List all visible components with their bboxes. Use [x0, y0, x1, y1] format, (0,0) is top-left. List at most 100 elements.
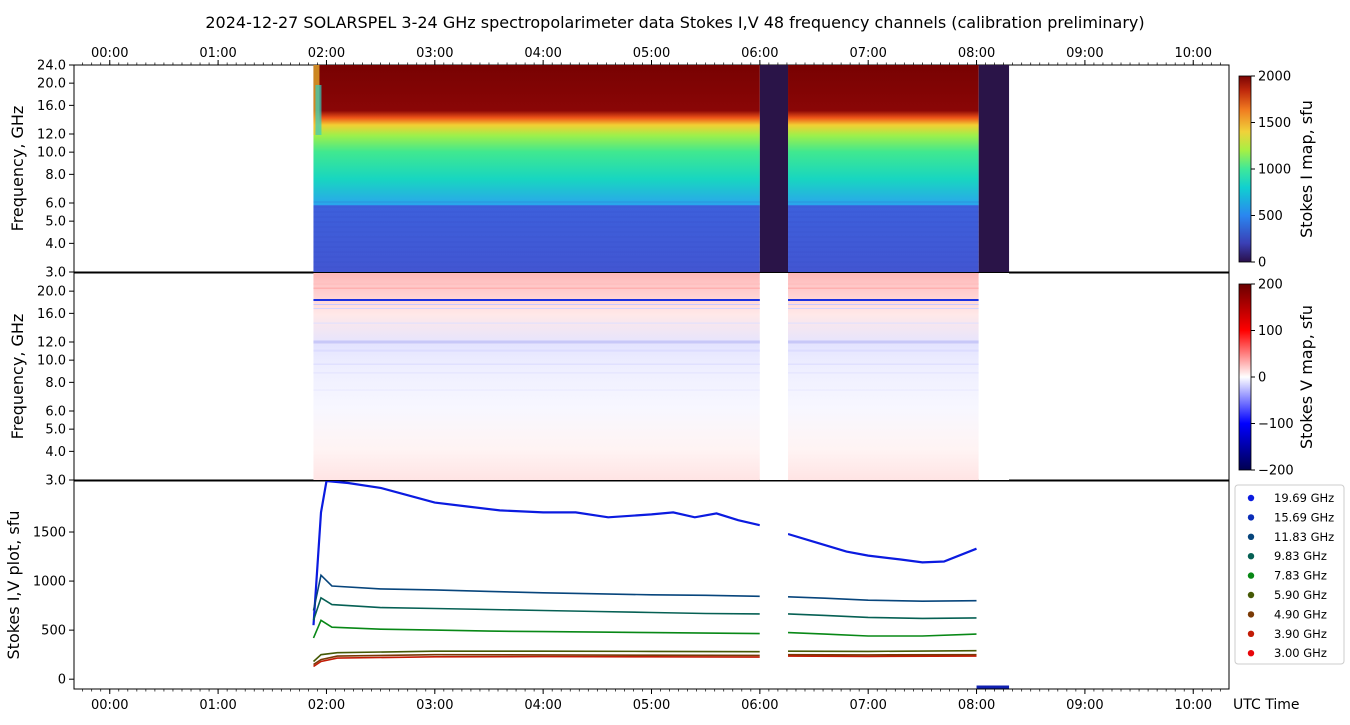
freq-tick-label: 8.0 [45, 168, 66, 183]
legend-entry: 5.90 GHz [1274, 588, 1327, 602]
freq-tick-label: 10.0 [37, 146, 66, 161]
stokes-i-gap-2 [978, 65, 1010, 272]
bottom-time-tick-label: 07:00 [849, 698, 886, 713]
bottom-time-tick-label: 01:00 [199, 698, 236, 713]
stokes-v-gap-1 [759, 273, 789, 480]
chart-title: 2024-12-27 SOLARSPEL 3-24 GHz spectropol… [205, 13, 1144, 32]
legend-entry: 11.83 GHz [1274, 530, 1334, 544]
legend: 19.69 GHz 15.69 GHz 11.83 GHz 9.83 GHz 7.83 … [1234, 484, 1345, 665]
colorbar-tick-label: 0 [1258, 256, 1266, 271]
legend-marker [1247, 630, 1255, 637]
freq-tick-label: 5.0 [45, 423, 66, 438]
y-axis-label: Frequency, GHz [8, 314, 27, 440]
colorbar-label: Stokes I map, sfu [1297, 100, 1316, 238]
top-time-tick-label: 02:00 [308, 46, 345, 61]
colorbar-stokes-v [1238, 283, 1252, 471]
series-line-1969 [312, 481, 977, 626]
legend-entry: 15.69 GHz [1274, 510, 1334, 524]
stokes-v-segment-1 [313, 273, 760, 480]
freq-tick-label: 12.0 [37, 336, 66, 351]
top-time-tick-label: 10:00 [1175, 46, 1212, 61]
freq-tick-label: 4.0 [45, 445, 66, 460]
series-line-490 [313, 653, 977, 666]
stokes-iv-plot [312, 481, 1010, 689]
colorbar-tick-label: 2000 [1258, 70, 1291, 85]
panel-frame-3 [73, 480, 1230, 690]
colorbar-tick-label: −200 [1258, 464, 1294, 479]
stokes-y-tick-label: 1500 [33, 526, 66, 541]
stokes-plot-gap [759, 501, 789, 679]
series-line-390 [313, 655, 977, 668]
colorbar-tick-label: 1000 [1258, 163, 1291, 178]
series-line-783 [312, 619, 977, 639]
freq-tick-label: 3.0 [45, 266, 66, 281]
stokes-y-tick-label: 1000 [33, 575, 66, 590]
legend-marker [1247, 533, 1255, 540]
stokes-y-tick-label: 0 [58, 673, 66, 688]
bottom-time-tick-label: 05:00 [633, 698, 670, 713]
colorbar-tick-label: 100 [1258, 324, 1283, 339]
legend-marker [1247, 572, 1255, 579]
legend-marker [1247, 553, 1255, 560]
bottom-time-tick-label: 10:00 [1175, 698, 1212, 713]
series-line-983 [312, 596, 977, 621]
legend-marker [1247, 611, 1255, 618]
stokes-v-segment-2 [788, 273, 979, 480]
legend-entry: 3.90 GHz [1274, 627, 1327, 641]
stokes-i-gap-1 [759, 65, 789, 272]
legend-marker [1247, 591, 1255, 599]
legend-entry: 9.83 GHz [1274, 549, 1327, 563]
legend-marker [1247, 514, 1255, 521]
legend-entry: 19.69 GHz [1274, 491, 1334, 505]
top-time-tick-label: 08:00 [958, 46, 995, 61]
stokes-i-segment-1 [313, 65, 760, 272]
freq-tick-label: 6.0 [45, 197, 66, 212]
colorbar-tick-label: 500 [1258, 209, 1283, 224]
bottom-time-tick-label: 08:00 [958, 698, 995, 713]
freq-tick-label: 20.0 [37, 77, 66, 92]
top-time-tick-label: 06:00 [741, 46, 778, 61]
colorbar-stokes-i [1238, 75, 1252, 263]
freq-tick-label: 6.0 [45, 405, 66, 420]
top-time-tick-label: 00:00 [91, 46, 128, 61]
freq-tick-label: 4.0 [45, 237, 66, 252]
freq-tick-label: 8.0 [45, 376, 66, 391]
bottom-time-tick-label: 02:00 [308, 698, 345, 713]
legend-entry: 3.00 GHz [1274, 646, 1327, 660]
freq-tick-label: 16.0 [37, 99, 66, 114]
axes: 00:00 00:00 01:00 01:00 02:00 02:00 03:00 03:00… [4, 46, 1221, 713]
legend-marker [1247, 494, 1255, 502]
freq-tick-label: 20.0 [37, 285, 66, 300]
freq-tick-label: 5.0 [45, 215, 66, 230]
stokes-i-onset-cyan [315, 85, 322, 135]
top-time-tick-label: 04:00 [524, 46, 561, 61]
stokes-i-map [313, 65, 1010, 272]
x-axis-label: UTC Time [1233, 697, 1299, 713]
top-time-tick-label: 01:00 [199, 46, 236, 61]
colorbar-label: Stokes V map, sfu [1297, 305, 1316, 449]
colorbar-tick-label: 0 [1258, 371, 1266, 386]
freq-tick-label: 3.0 [45, 474, 66, 489]
bottom-time-tick-label: 06:00 [741, 698, 778, 713]
legend-entry: 7.83 GHz [1274, 569, 1327, 583]
freq-tick-label: 12.0 [37, 128, 66, 143]
bottom-time-tick-label: 00:00 [91, 698, 128, 713]
stokes-v-gap-2 [978, 273, 1010, 480]
top-time-tick-label: 05:00 [633, 46, 670, 61]
colorbar-tick-label: 1500 [1258, 116, 1291, 131]
legend-marker [1247, 650, 1255, 657]
colorbar-tick-label: −100 [1258, 417, 1294, 432]
bottom-time-tick-label: 09:00 [1066, 698, 1103, 713]
y-axis-label: Stokes I,V plot, sfu [4, 511, 23, 660]
legend-box [1234, 484, 1345, 665]
stokes-v-map [313, 273, 1010, 480]
stokes-i-segment-2 [788, 65, 979, 272]
top-time-tick-label: 07:00 [849, 46, 886, 61]
y-axis-label: Frequency, GHz [8, 106, 27, 232]
series-line-590 [312, 649, 977, 663]
stokes-y-tick-label: 500 [41, 624, 66, 639]
freq-tick-label: 16.0 [37, 307, 66, 322]
bottom-time-tick-label: 04:00 [524, 698, 561, 713]
